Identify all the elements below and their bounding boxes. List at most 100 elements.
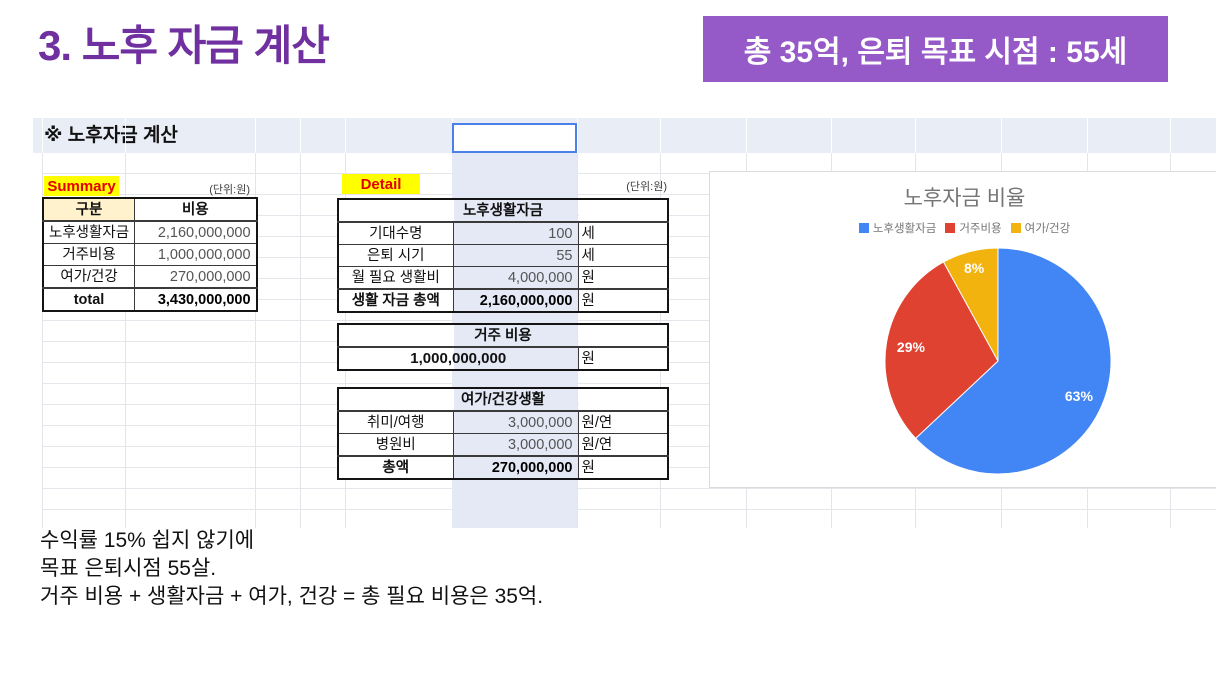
table-row: 구분 비용	[42, 197, 258, 222]
leisure-row-value: 3,000,000	[452, 433, 579, 457]
leisure-total-unit: 원	[577, 455, 669, 480]
leisure-total-label: 총액	[337, 455, 454, 480]
pie-slice-value-label: 8%	[963, 259, 985, 276]
table-row: 노후생활자금 2,160,000,000	[42, 220, 258, 244]
leisure-health-table: 여가/건강생활 취미/여행 3,000,000 원/연 병원비 3,000,00…	[337, 387, 669, 480]
pie-slice-2	[942, 247, 999, 362]
legend-swatch-icon	[1010, 223, 1021, 233]
gridline	[660, 118, 661, 153]
gridline	[300, 118, 301, 153]
housing-cost-table: 거주 비용 1,000,000,000 원	[337, 323, 669, 371]
leisure-total-value: 270,000,000	[452, 455, 579, 480]
gridline	[915, 118, 916, 153]
legend-item: 여가/건강	[1010, 220, 1071, 236]
pie-slice-0	[914, 247, 1112, 475]
note-line: 수익률 15% 쉽지 않기에	[40, 529, 255, 552]
summary-badge: 총 35억, 은퇴 목표 시점 : 55세	[703, 16, 1168, 82]
note-line: 거주 비용 + 생활자금 + 여가, 건강 = 총 필요 비용은 35억.	[40, 585, 544, 608]
pie-slice-value-label: 63%	[1064, 388, 1093, 404]
life-total-value: 2,160,000,000	[452, 288, 579, 313]
table-row: 기대수명 100 세	[337, 221, 669, 245]
life-total-unit: 원	[577, 288, 669, 313]
life-total-label: 생활 자금 총액	[337, 288, 454, 313]
life-row-unit: 세	[577, 244, 669, 267]
table-row: 병원비 3,000,000 원/연	[337, 433, 669, 457]
table-row: 여가/건강 270,000,000	[42, 265, 258, 289]
life-row-value: 100	[452, 221, 579, 245]
pie-slice-value-label: 29%	[896, 339, 925, 356]
table-row: 거주비용 1,000,000,000	[42, 243, 258, 266]
gridline	[42, 153, 43, 528]
table-row: 여가/건강생활	[337, 387, 669, 412]
leisure-row-label: 취미/여행	[337, 410, 454, 434]
legend-item: 노후생활자금	[858, 220, 937, 236]
table-row: 생활 자금 총액 2,160,000,000 원	[337, 288, 669, 313]
pie-chart	[884, 247, 1112, 475]
gridline	[577, 118, 578, 153]
gridline	[255, 118, 256, 153]
gridline	[1170, 118, 1171, 153]
sheet-header-row	[33, 118, 1216, 153]
housing-table-title: 거주 비용	[337, 323, 669, 348]
table-row: 1,000,000,000 원	[337, 346, 669, 371]
leisure-row-unit: 원/연	[577, 410, 669, 434]
table-row: 월 필요 생활비 4,000,000 원	[337, 266, 669, 290]
legend-label: 거주비용	[959, 223, 1002, 235]
table-row: 거주 비용	[337, 323, 669, 348]
life-row-value: 55	[452, 244, 579, 267]
life-row-unit: 세	[577, 221, 669, 245]
gridline	[125, 153, 126, 528]
summary-unit-label: (단위:원)	[209, 184, 250, 196]
detail-chip: Detail	[342, 174, 420, 194]
gridline	[42, 118, 43, 153]
life-row-unit: 원	[577, 266, 669, 290]
life-row-label: 월 필요 생활비	[337, 266, 454, 290]
pie-chart-panel: 노후자금 비율 노후생활자금 거주비용 여가/건강 63% 29% 8%	[709, 171, 1216, 488]
housing-value: 1,000,000,000	[337, 346, 579, 371]
life-row-label: 기대수명	[337, 221, 454, 245]
summary-col-header: 구분	[42, 197, 136, 222]
gridline	[255, 153, 256, 528]
legend-swatch-icon	[858, 223, 869, 233]
table-row: 취미/여행 3,000,000 원/연	[337, 410, 669, 434]
summary-row-value: 270,000,000	[134, 265, 258, 289]
legend-label: 노후생활자금	[872, 223, 937, 235]
gridline	[831, 118, 832, 153]
selected-cell[interactable]	[452, 123, 577, 153]
summary-row-value: 1,000,000,000	[134, 243, 258, 266]
housing-unit: 원	[577, 346, 669, 371]
summary-total-value: 3,430,000,000	[134, 287, 258, 312]
summary-table: 구분 비용 노후생활자금 2,160,000,000 거주비용 1,000,00…	[42, 197, 258, 312]
leisure-table-title: 여가/건강생활	[337, 387, 669, 412]
legend-swatch-icon	[945, 223, 956, 233]
life-table-title: 노후생활자금	[337, 198, 669, 223]
legend-label: 여가/건강	[1024, 223, 1071, 235]
slide-notes: 수익률 15% 쉽지 않기에 목표 은퇴시점 55살. 거주 비용 + 생활자금…	[40, 527, 543, 611]
summary-row-label: 거주비용	[42, 243, 136, 266]
life-row-value: 4,000,000	[452, 266, 579, 290]
life-row-label: 은퇴 시기	[337, 244, 454, 267]
table-row: total 3,430,000,000	[42, 287, 258, 312]
summary-row-label: 노후생활자금	[42, 220, 136, 244]
gridline	[746, 118, 747, 153]
detail-unit-label: (단위:원)	[626, 181, 667, 193]
chart-legend: 노후생활자금 거주비용 여가/건강	[710, 220, 1216, 236]
summary-row-value: 2,160,000,000	[134, 220, 258, 244]
leisure-row-value: 3,000,000	[452, 410, 579, 434]
summary-col-header: 비용	[134, 197, 258, 222]
gridline	[1087, 118, 1088, 153]
gridline	[125, 118, 126, 153]
legend-item: 거주비용	[945, 220, 1002, 236]
life-fund-table: 노후생활자금 기대수명 100 세 은퇴 시기 55 세 월 필요 생활비 4,…	[337, 198, 669, 313]
summary-chip: Summary	[44, 176, 119, 196]
chart-title: 노후자금 비율	[903, 187, 1026, 210]
sheet-header-label: ※ 노후자금 계산	[44, 125, 178, 146]
leisure-row-unit: 원/연	[577, 433, 669, 457]
gridline	[1001, 118, 1002, 153]
leisure-row-label: 병원비	[337, 433, 454, 457]
summary-row-label: 여가/건강	[42, 265, 136, 289]
table-row: 은퇴 시기 55 세	[337, 244, 669, 267]
slide-title: 3. 노후 자금 계산	[38, 22, 330, 69]
table-row: 총액 270,000,000 원	[337, 455, 669, 480]
note-line: 목표 은퇴시점 55살.	[40, 557, 217, 580]
